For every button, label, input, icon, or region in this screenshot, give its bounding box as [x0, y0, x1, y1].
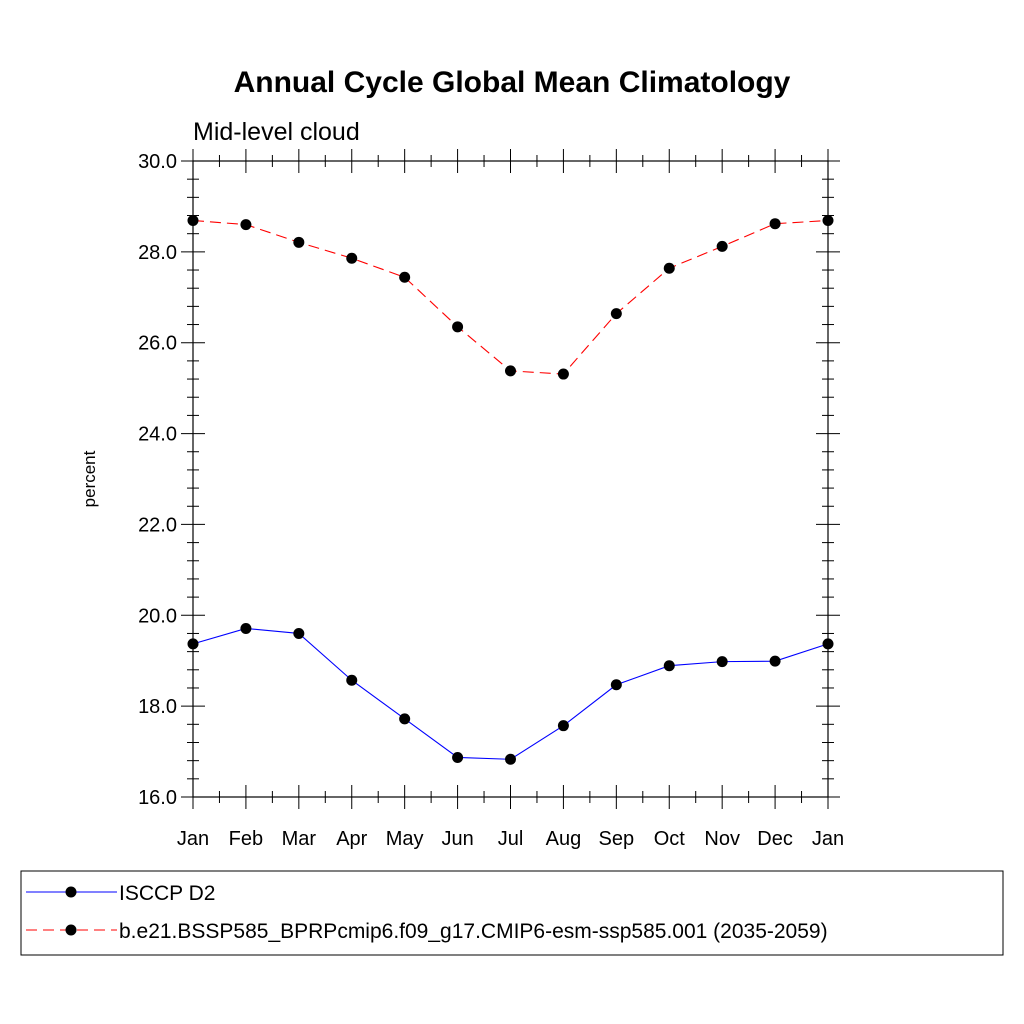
data-point: [505, 365, 516, 377]
x-tick-label: Jun: [441, 828, 473, 850]
legend-box: [20, 870, 1004, 956]
data-point: [822, 215, 834, 227]
x-tick-label: Nov: [704, 828, 740, 850]
data-point: [346, 674, 358, 686]
chart-title: Annual Cycle Global Mean Climatology: [234, 66, 791, 99]
plot-frame: [192, 160, 829, 798]
data-point: [769, 218, 781, 230]
y-tick-label: 24.0: [138, 424, 177, 446]
axis-ticks: [181, 149, 840, 809]
data-point: [557, 720, 569, 732]
data-point: [293, 236, 305, 248]
series-line-1: [192, 219, 829, 375]
y-tick-label: 28.0: [138, 242, 177, 264]
data-point: [452, 751, 464, 763]
y-tick-label: 30.0: [138, 151, 177, 173]
data-point: [346, 252, 358, 264]
legend-marker-0: [65, 886, 77, 898]
data-point: [240, 622, 252, 634]
data-point: [822, 638, 834, 650]
y-tick-label: 20.0: [138, 605, 177, 627]
x-tick-label: Oct: [654, 828, 686, 850]
y-tick-label: 16.0: [138, 787, 177, 809]
legend: ISCCP D2 b.e21.BSSP585_BPRPcmip6.f09_g17.…: [26, 882, 828, 943]
data-point: [399, 713, 411, 725]
data-point: [663, 262, 675, 274]
data-point: [399, 271, 411, 283]
x-tick-label: Dec: [757, 828, 793, 850]
x-tick-label: Jul: [498, 828, 524, 850]
y-axis-label: percent: [80, 450, 99, 507]
x-tick-label: Jan: [177, 828, 209, 850]
series-line-0: [192, 627, 829, 760]
data-point: [240, 219, 252, 231]
data-point: [557, 368, 569, 380]
data-point: [769, 655, 781, 667]
data-point: [505, 753, 516, 765]
legend-label-0: ISCCP D2: [119, 882, 215, 905]
legend-marker-1: [65, 924, 77, 936]
data-point: [293, 627, 305, 639]
x-tick-labels: Jan Feb Mar Apr May Jun Jul Aug Sep Oct Nov Dec Jan: [177, 828, 844, 850]
data-point: [187, 215, 199, 227]
data-point: [452, 321, 464, 333]
data-point: [610, 679, 622, 691]
series-layer: [187, 215, 834, 765]
y-tick-labels: 16.0 18.0 20.0 22.0 24.0 26.0 28.0 30.0: [138, 151, 177, 809]
x-tick-label: Mar: [282, 828, 317, 850]
legend-label-1: b.e21.BSSP585_BPRPcmip6.f09_g17.CMIP6-es…: [119, 920, 828, 943]
data-point: [610, 308, 622, 320]
data-point: [716, 240, 728, 252]
y-tick-label: 18.0: [138, 696, 177, 718]
x-tick-label: Apr: [336, 828, 367, 850]
x-tick-label: May: [386, 828, 424, 850]
x-tick-label: Sep: [599, 828, 635, 850]
y-tick-label: 26.0: [138, 333, 177, 355]
data-point: [187, 638, 199, 650]
data-point: [716, 656, 728, 668]
x-tick-label: Jan: [812, 828, 844, 850]
x-tick-label: Aug: [546, 828, 582, 850]
chart-subtitle: Mid-level cloud: [193, 118, 360, 146]
data-point: [663, 660, 675, 672]
x-tick-label: Feb: [229, 828, 263, 850]
y-tick-label: 22.0: [138, 514, 177, 536]
